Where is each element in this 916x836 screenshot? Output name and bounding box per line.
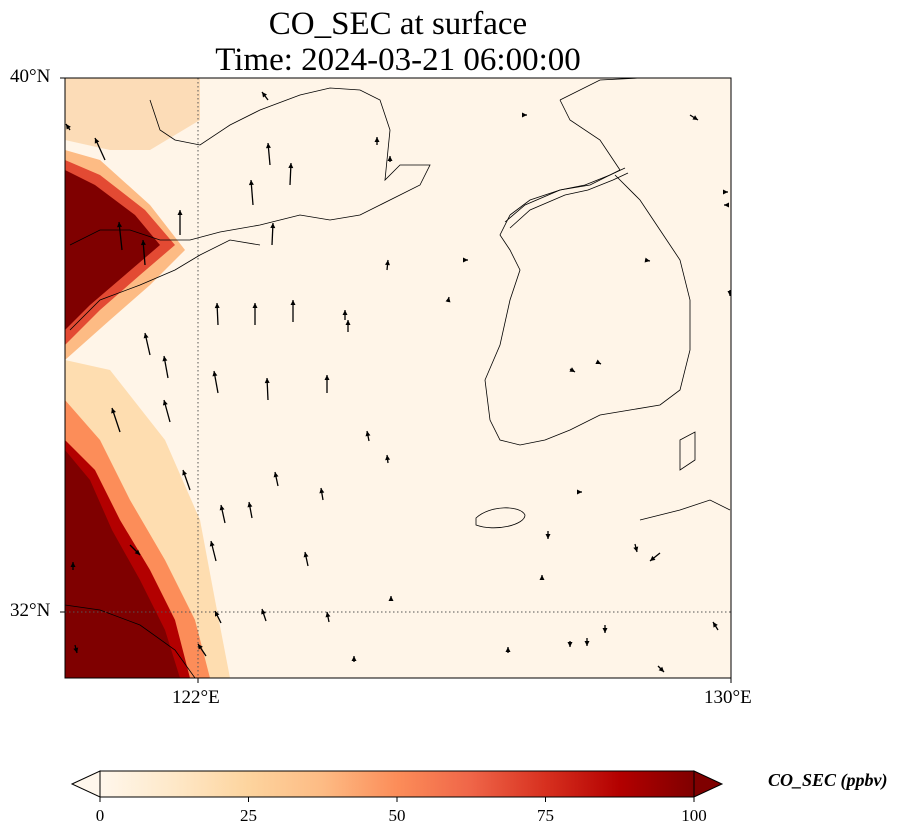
- wind-arrow-head: [219, 505, 225, 511]
- wind-arrow-head: [288, 163, 294, 169]
- map-plot-area: [65, 78, 731, 678]
- colorbar-tick-label: 100: [681, 806, 707, 825]
- colorbar: [70, 770, 724, 802]
- wind-arrow-head: [351, 656, 357, 661]
- wind-arrow-head: [111, 408, 116, 414]
- wind-arrow-head: [374, 137, 380, 142]
- wind-arrow-head: [577, 489, 582, 495]
- wind-arrow-head: [324, 375, 330, 380]
- wind-arrow-head: [319, 488, 325, 494]
- lat-tick-label: 40°N: [10, 66, 51, 87]
- wind-vectors: [65, 91, 731, 673]
- wind-arrow-head: [644, 257, 650, 263]
- wind-arrow-head: [633, 546, 639, 552]
- wind-arrow-head: [290, 300, 296, 305]
- wind-arrow-head: [595, 359, 601, 364]
- wind-arrow-head: [463, 257, 468, 263]
- plot-title-line1: CO_SEC at surface: [268, 6, 528, 42]
- wind-arrow-head: [134, 549, 140, 555]
- wind-arrow-head: [212, 371, 218, 377]
- wind-arrow-head: [658, 666, 664, 672]
- wind-arrow-head: [270, 223, 276, 229]
- wind-arrow-head: [387, 156, 393, 161]
- gridlines: [65, 78, 731, 678]
- wind-arrow-head: [215, 611, 220, 617]
- wind-arrow-head: [265, 143, 271, 149]
- wind-arrow-head: [385, 260, 390, 266]
- coastlines: [65, 78, 731, 678]
- wind-arrow-head: [143, 333, 149, 339]
- wind-arrow-head: [445, 297, 451, 303]
- colorbar-tick-label: 0: [95, 806, 105, 825]
- wind-arrow-head: [252, 303, 258, 308]
- wind-arrow-head: [140, 240, 146, 246]
- wind-arrow-head: [303, 552, 309, 558]
- wind-arrow-head: [584, 641, 590, 646]
- concentration-field: [65, 78, 230, 678]
- colorbar-extend-min: [70, 770, 101, 798]
- wind-arrow-head: [650, 555, 656, 561]
- wind-arrow-head: [117, 222, 123, 228]
- wind-arrow-head: [545, 534, 551, 539]
- wind-arrow-head: [342, 310, 348, 315]
- wind-arrow-head: [385, 455, 391, 461]
- colorbar-tick-label: 25: [240, 806, 257, 825]
- wind-arrow-head: [388, 596, 394, 601]
- wind-arrow-head: [247, 502, 253, 508]
- wind-arrow-head: [162, 400, 168, 406]
- wind-arrow-head: [727, 291, 731, 296]
- wind-arrow-head: [264, 378, 270, 384]
- wind-arrow-head: [505, 647, 511, 652]
- wind-arrow-head: [723, 189, 728, 195]
- wind-arrow-head: [724, 202, 729, 208]
- wind-arrow-head: [73, 647, 79, 653]
- wind-arrow-head: [261, 609, 266, 615]
- wind-arrow-head: [325, 612, 331, 618]
- colorbar-gradient: [99, 770, 695, 798]
- colorbar-tick-label: 75: [537, 806, 554, 825]
- wind-arrow-head: [66, 124, 71, 130]
- wind-arrow-head: [692, 115, 698, 120]
- wind-arrow-head: [248, 180, 254, 186]
- wind-arrow-head: [567, 642, 573, 647]
- wind-arrow-head: [70, 562, 76, 567]
- wind-arrow-head: [569, 367, 575, 372]
- lat-tick-label: 32°N: [10, 600, 51, 621]
- map-frame: [64, 77, 732, 679]
- colorbar-label: CO_SEC (ppbv): [768, 770, 888, 790]
- colorbar-tick-label: 50: [388, 806, 406, 825]
- wind-arrow-head: [365, 431, 371, 437]
- wind-arrow-head: [273, 472, 279, 478]
- lon-tick-label: 122°E: [172, 687, 220, 708]
- axis-tick-marks: [60, 77, 732, 683]
- wind-arrow-head: [602, 628, 608, 633]
- wind-arrow-head: [94, 138, 100, 144]
- wind-arrow-head: [214, 303, 220, 309]
- wind-arrow-head: [198, 644, 203, 650]
- wind-arrow-head: [539, 575, 545, 580]
- wind-arrow-head: [177, 210, 183, 215]
- colorbar-extend-max: [693, 770, 724, 798]
- wind-arrow-head: [262, 92, 267, 98]
- wind-arrow-head: [713, 622, 718, 628]
- wind-arrow-head: [162, 356, 168, 362]
- wind-arrow-head: [209, 541, 215, 547]
- wind-arrow-head: [345, 320, 351, 325]
- wind-arrow-head: [522, 112, 527, 118]
- lon-tick-label: 130°E: [704, 687, 752, 708]
- plot-title-line2: Time: 2024-03-21 06:00:00: [215, 42, 581, 78]
- wind-arrow-head: [182, 470, 188, 476]
